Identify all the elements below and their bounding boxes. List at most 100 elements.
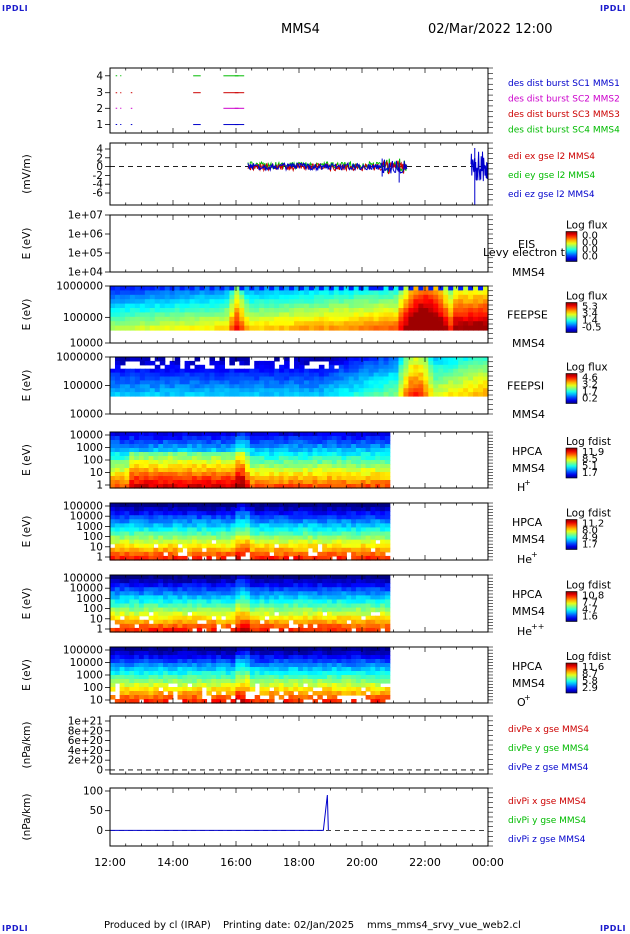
spectrogram-cell bbox=[216, 464, 222, 469]
spectrogram-cell bbox=[458, 364, 464, 370]
spectrogram-cell bbox=[196, 452, 203, 457]
spectrogram-cell bbox=[323, 299, 330, 305]
spectrogram-cell bbox=[308, 357, 315, 362]
spectrogram-cell bbox=[114, 384, 121, 389]
spectrogram-cell bbox=[365, 507, 372, 512]
spectrogram-cell bbox=[351, 452, 357, 457]
spectrogram-cell bbox=[249, 527, 256, 533]
spectrogram-cell bbox=[254, 460, 261, 465]
spectrogram-cell bbox=[114, 667, 121, 672]
spectrogram-cell bbox=[298, 627, 304, 633]
spectrogram-cell bbox=[138, 663, 145, 668]
spectrogram-cell bbox=[478, 380, 484, 385]
spectrogram-cell bbox=[219, 372, 225, 378]
spectrogram-cell bbox=[229, 299, 235, 305]
spectrogram-cell bbox=[204, 286, 211, 291]
spectrogram-cell bbox=[119, 575, 126, 580]
spectrogram-cell bbox=[172, 436, 179, 441]
spectrogram-cell bbox=[423, 316, 429, 322]
spectrogram-cell bbox=[119, 384, 126, 389]
spectrogram-cell bbox=[317, 551, 323, 557]
spectrogram-cell bbox=[245, 587, 251, 592]
spectrogram-cell bbox=[278, 683, 285, 688]
spectrogram-cell bbox=[355, 515, 362, 520]
spectrogram-cell bbox=[433, 312, 439, 318]
spectrogram-cell bbox=[194, 364, 201, 370]
spectrogram-cell bbox=[322, 476, 328, 481]
spectrogram-cell bbox=[230, 579, 236, 584]
spectrogram-cell bbox=[177, 519, 183, 524]
spectrogram-cell bbox=[370, 539, 376, 545]
spectrogram-cell bbox=[368, 294, 375, 300]
spectrogram-cell bbox=[384, 531, 391, 537]
spectrogram-cell bbox=[172, 519, 179, 524]
spectrogram-cell bbox=[196, 472, 203, 477]
spectrogram-cell bbox=[428, 299, 434, 305]
spectrogram-cell bbox=[283, 575, 290, 580]
spectrogram-cell bbox=[134, 468, 140, 473]
spectrogram-cell bbox=[336, 460, 343, 465]
spectrogram-cell bbox=[375, 476, 381, 481]
spectrogram-cell bbox=[110, 464, 116, 469]
spectrogram-cell bbox=[355, 623, 362, 629]
spectrogram-cell bbox=[158, 651, 164, 656]
spectrogram-cell bbox=[220, 595, 227, 601]
spectrogram-cell bbox=[302, 480, 309, 485]
spectrogram-cell bbox=[370, 623, 376, 629]
spectrogram-cell bbox=[313, 325, 320, 331]
spectrogram-cell bbox=[240, 583, 246, 588]
spectrogram-cell bbox=[365, 448, 372, 453]
spectrogram-cell bbox=[341, 627, 347, 633]
spectrogram-cell bbox=[216, 531, 222, 537]
spectrogram-cell bbox=[148, 555, 155, 561]
spectrogram-cell bbox=[384, 583, 391, 588]
spectrogram-cell bbox=[298, 599, 304, 605]
spectrogram-cell bbox=[129, 368, 136, 374]
spectrogram-cell bbox=[360, 627, 367, 633]
spectrogram-cell bbox=[239, 392, 245, 397]
spectrogram-cell bbox=[240, 663, 246, 668]
spectrogram-cell bbox=[478, 376, 484, 381]
spectrogram-cell bbox=[110, 555, 116, 561]
spectrogram-cell bbox=[187, 679, 193, 684]
spectrogram-cell bbox=[375, 603, 381, 609]
spectrogram-cell bbox=[134, 527, 140, 533]
spectrogram-cell bbox=[244, 357, 250, 362]
spectrogram-cell bbox=[245, 607, 251, 613]
spectrogram-cell bbox=[254, 695, 261, 700]
spectrogram-cell bbox=[289, 316, 295, 322]
spectrogram-cell bbox=[438, 380, 444, 385]
colorbar bbox=[565, 302, 578, 333]
spectrogram-cell bbox=[433, 325, 439, 331]
spectrogram-cell bbox=[273, 659, 280, 664]
spectrogram-cell bbox=[380, 448, 386, 453]
spectrogram-cell bbox=[278, 663, 285, 668]
spectrogram-cell bbox=[289, 290, 295, 296]
spectrogram-cell bbox=[174, 388, 181, 393]
spectrogram-cell bbox=[448, 299, 454, 305]
spectrogram-cell bbox=[341, 603, 347, 609]
y-tick-label: 10 bbox=[90, 541, 103, 553]
spectrogram-cell bbox=[365, 515, 372, 520]
spectrogram-cell bbox=[177, 687, 183, 692]
spectrogram-cell bbox=[388, 303, 395, 309]
spectrogram-cell bbox=[169, 388, 176, 393]
spectrogram-cell bbox=[148, 515, 155, 520]
spectrogram-cell bbox=[189, 392, 196, 397]
spectrogram-cell bbox=[483, 372, 489, 378]
spectrogram-cell bbox=[220, 663, 227, 668]
spectrogram-cell bbox=[318, 384, 325, 389]
spectrogram-cell bbox=[206, 691, 212, 696]
spectrogram-cell bbox=[298, 543, 304, 549]
spectrogram-cell bbox=[353, 325, 360, 331]
spectrogram-cell bbox=[169, 286, 176, 291]
spectrogram-cell bbox=[235, 452, 241, 457]
spectrogram-cell bbox=[167, 448, 174, 453]
spectrogram-cell bbox=[259, 448, 265, 453]
spectrogram-cell bbox=[138, 671, 145, 676]
spectrogram-cell bbox=[235, 460, 241, 465]
spectrogram-cell bbox=[307, 432, 314, 437]
spectrogram-cell bbox=[124, 615, 130, 621]
